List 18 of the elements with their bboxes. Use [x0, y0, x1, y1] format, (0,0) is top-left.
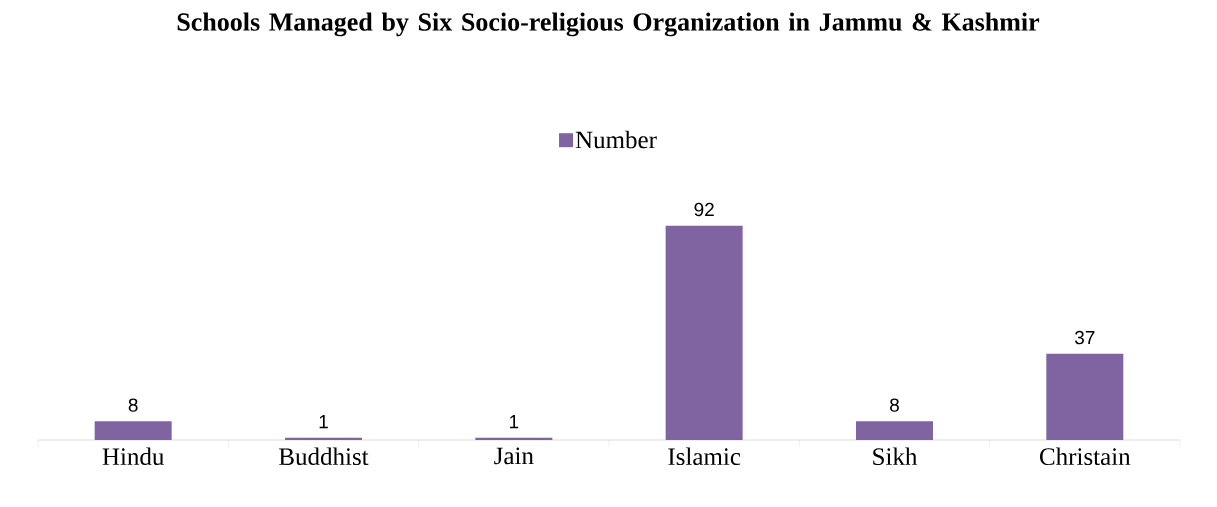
data-label: 37 [1074, 330, 1095, 345]
data-label: 1 [509, 415, 519, 429]
x-tick-label: Buddhist [279, 447, 369, 466]
x-tick-label: Jain [494, 447, 534, 465]
bar [855, 421, 933, 440]
x-tick-label: Hindu [102, 447, 164, 466]
data-label: 92 [694, 202, 714, 217]
bar [94, 421, 172, 440]
bar [665, 225, 743, 440]
data-label: 8 [890, 398, 899, 412]
x-tick-label: Islamic [668, 447, 741, 466]
chart-title: Schools Managed by Six Socio-religious Organization in Jammu & Kashmir [177, 12, 1040, 37]
legend-label: Number [575, 130, 657, 149]
data-label: 8 [128, 398, 138, 412]
x-tick-label: Sikh [873, 447, 918, 466]
bar [1046, 353, 1124, 440]
x-tick-label: Christain [1040, 447, 1131, 466]
data-label: 1 [319, 415, 328, 429]
